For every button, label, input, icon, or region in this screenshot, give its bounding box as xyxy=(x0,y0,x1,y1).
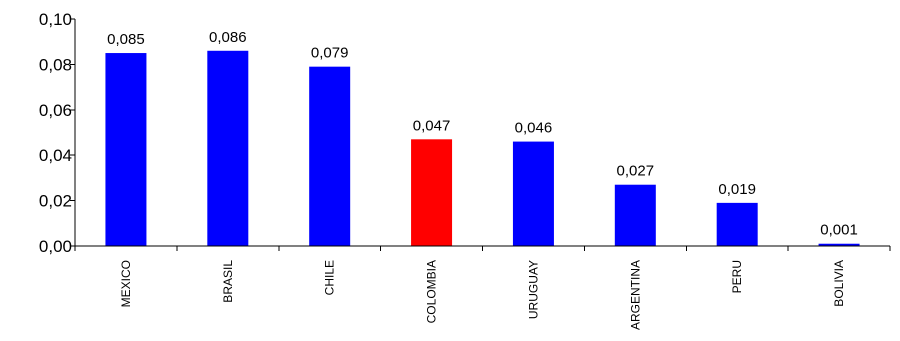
data-label: 0,047 xyxy=(413,117,451,134)
bar-mexico xyxy=(105,53,147,246)
x-category-label: CHILE xyxy=(323,260,337,295)
y-tick-label: 0,08 xyxy=(39,55,72,74)
bar-bolivia xyxy=(818,243,860,246)
y-axis-ticks: 0,00 0,02 0,04 0,06 0,08 0,10 xyxy=(39,10,75,256)
bar-uruguay xyxy=(512,141,554,246)
bar-brasil xyxy=(207,50,249,246)
x-category-label: MEXICO xyxy=(119,260,133,307)
data-label: 0,027 xyxy=(617,163,655,180)
x-category-label: BRASIL xyxy=(221,260,235,303)
y-tick-label: 0,06 xyxy=(39,101,72,120)
x-category-label: PERU xyxy=(730,260,744,293)
bar-colombia xyxy=(411,139,453,246)
x-category-label: URUGUAY xyxy=(526,260,540,319)
y-tick-label: 0,00 xyxy=(39,237,72,256)
data-label: 0,046 xyxy=(515,120,553,137)
bar-chile xyxy=(309,66,351,246)
x-category-label: COLOMBIA xyxy=(425,260,439,323)
y-tick-label: 0,10 xyxy=(39,10,72,29)
data-label: 0,086 xyxy=(209,29,247,46)
y-tick-label: 0,04 xyxy=(39,146,72,165)
bars xyxy=(105,50,860,246)
data-label: 0,001 xyxy=(820,222,858,239)
data-labels: 0,085 0,086 0,079 0,047 0,046 0,027 0,019 0,001 xyxy=(107,29,858,239)
bar-peru xyxy=(716,202,758,246)
x-category-label: ARGENTINA xyxy=(628,260,642,330)
data-label: 0,019 xyxy=(718,181,756,198)
x-category-label: BOLIVIA xyxy=(832,260,846,307)
data-label: 0,079 xyxy=(311,45,349,62)
bar-argentina xyxy=(614,184,656,246)
y-tick-label: 0,02 xyxy=(39,192,72,211)
category-labels: MEXICO BRASIL CHILE COLOMBIA URUGUAY ARGENTIN… xyxy=(119,260,846,330)
x-axis-ticks xyxy=(74,246,891,251)
data-label: 0,085 xyxy=(107,31,145,48)
